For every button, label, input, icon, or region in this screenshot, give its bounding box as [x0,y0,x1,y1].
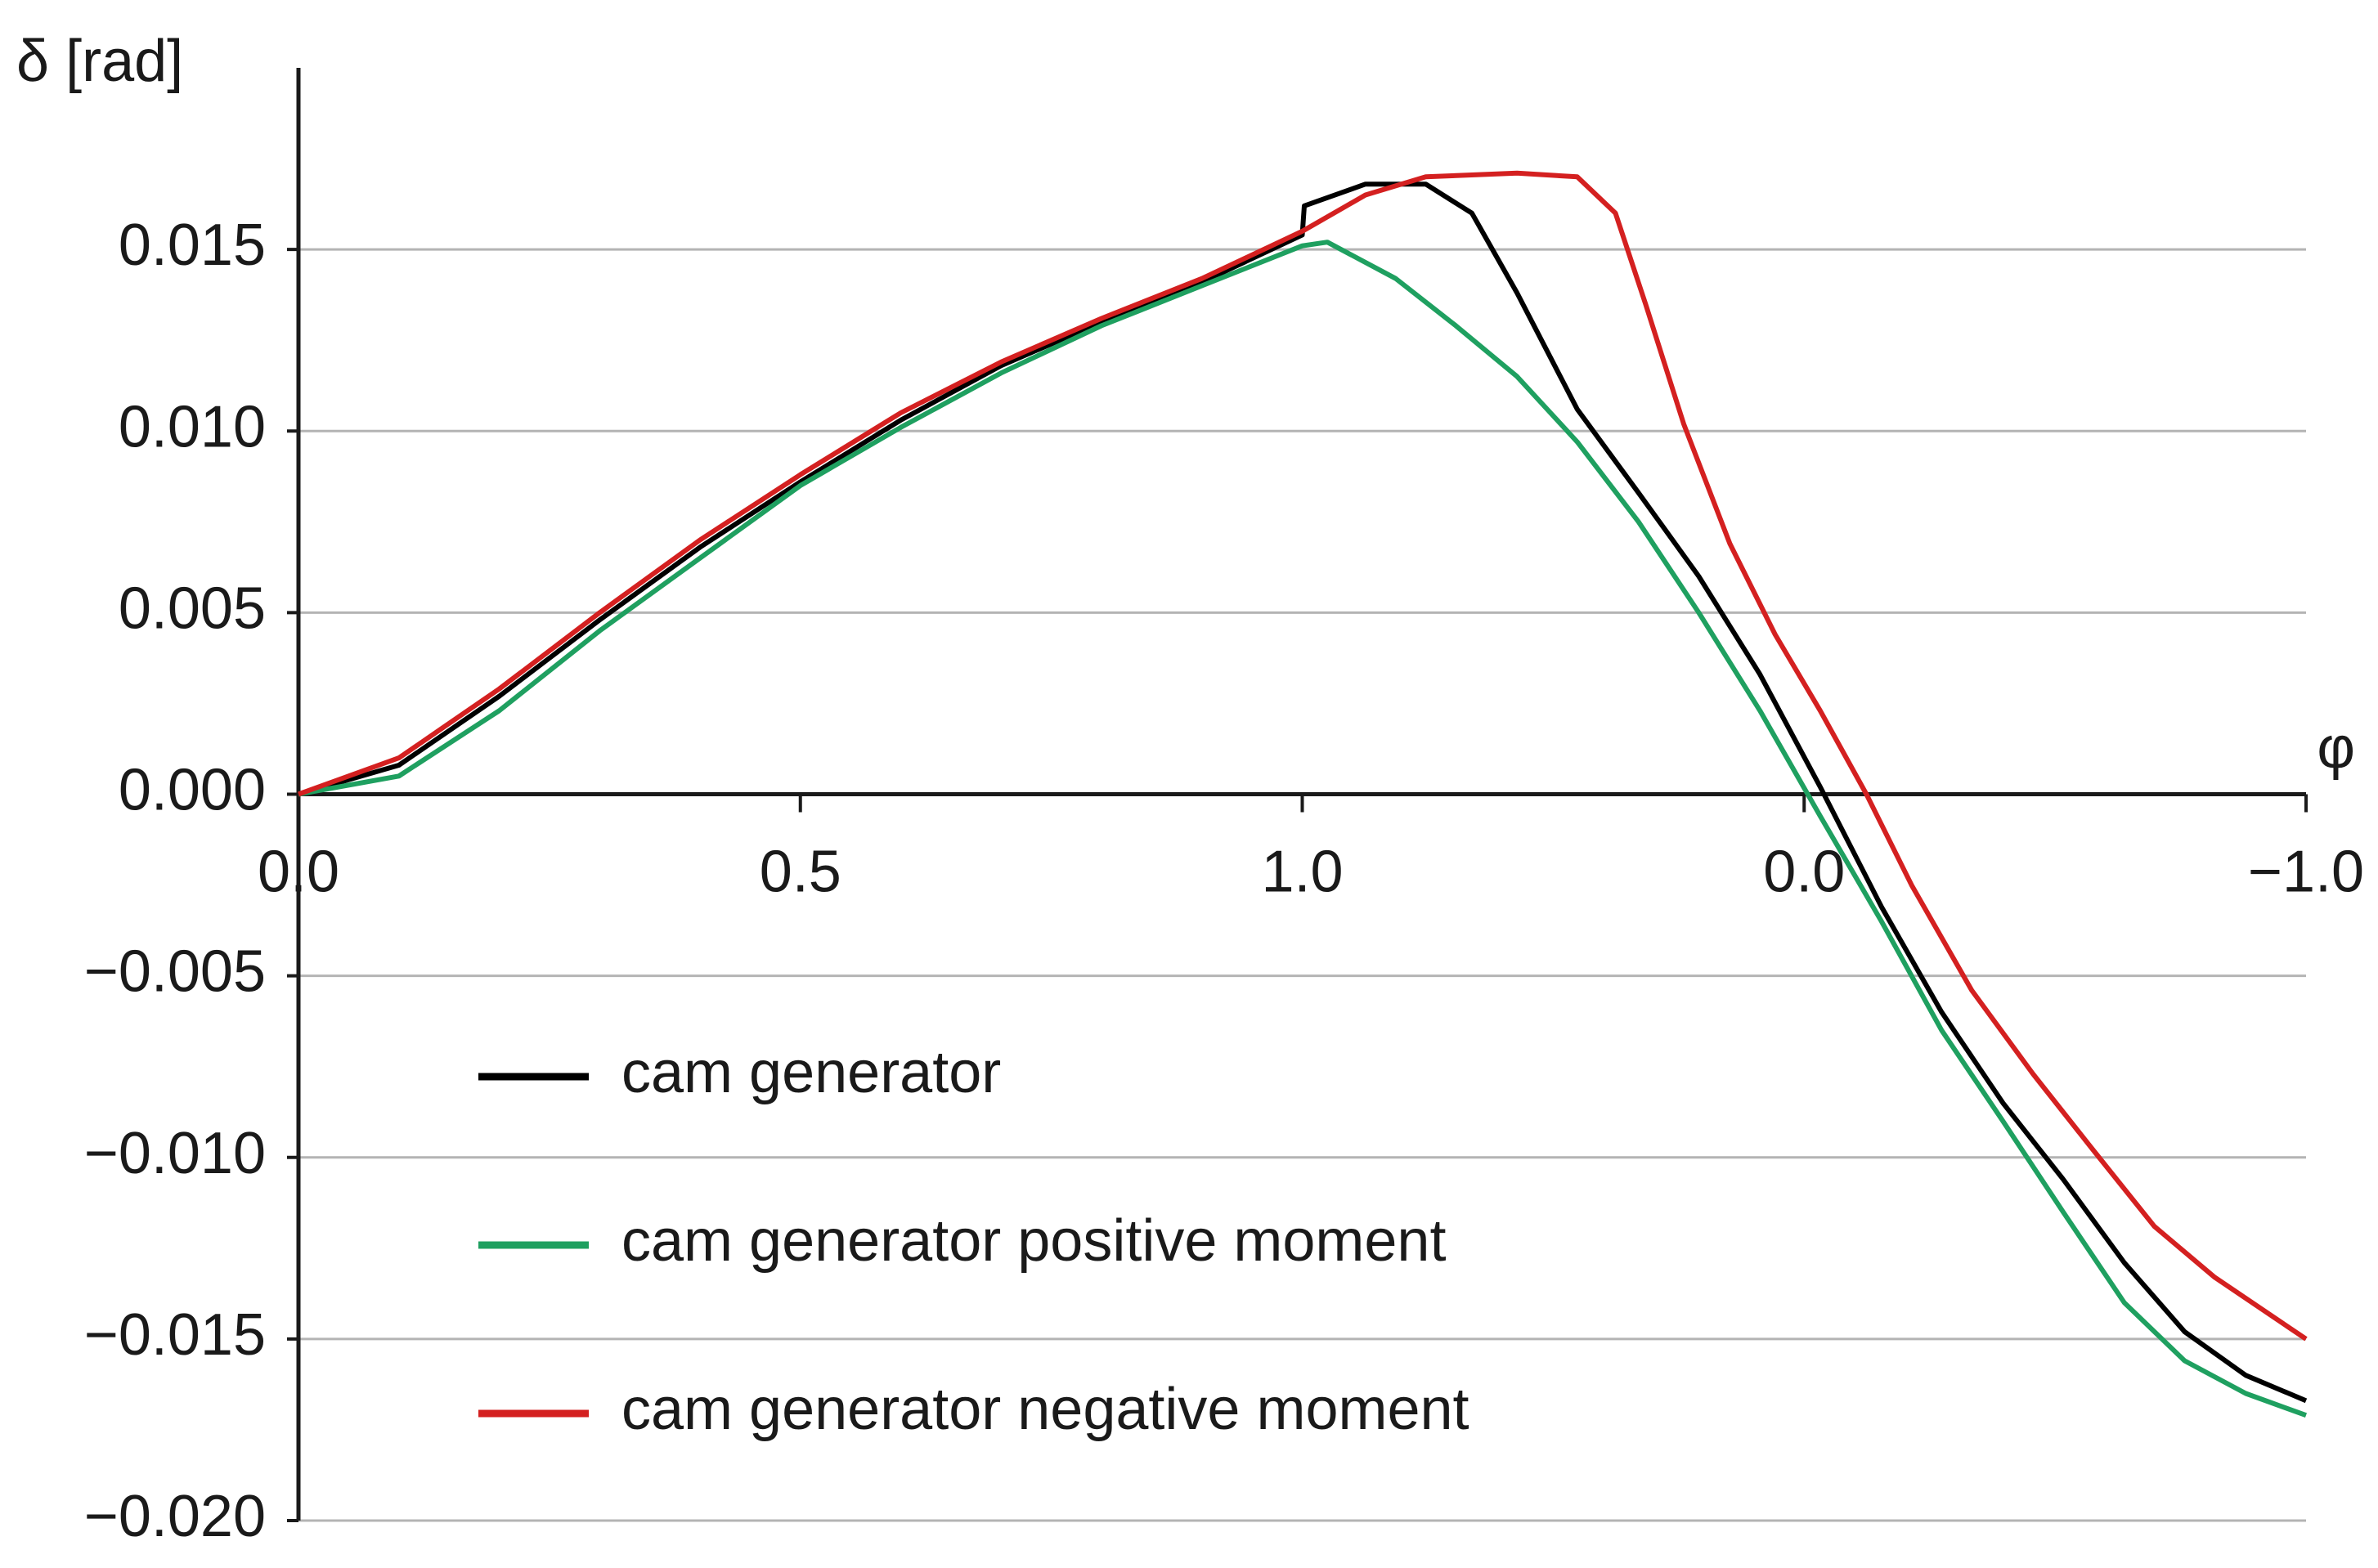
y-tick-label: 0.005 [119,576,266,641]
y-tick-label: 0.015 [119,213,266,278]
series-line [297,170,2308,1342]
legend-label: cam generator [621,1040,1001,1105]
legend-label: cam generator negative moment [621,1377,1469,1442]
x-tick-label: 0.0 [1763,840,1845,905]
y-tick-label: 0.010 [119,394,266,459]
y-tick-label: −0.015 [84,1302,266,1368]
x-tick-label: 0.0 [258,840,339,905]
x-tick-label: 1.0 [1261,840,1343,905]
x-tick-label: −1.0 [2248,840,2364,905]
legend-label: cam generator positive moment [621,1208,1446,1274]
y-tick-label: −0.010 [84,1121,266,1186]
series-line [298,181,2308,1404]
y-tick-label: −0.020 [84,1484,266,1549]
y-axis-label: δ [rad] [16,29,183,94]
x-tick-label: 0.5 [760,840,841,905]
x-axis-label: φ [2317,715,2355,781]
y-tick-label: 0.000 [119,758,266,823]
y-tick-label: −0.005 [84,939,266,1005]
series-line [298,240,2308,1418]
